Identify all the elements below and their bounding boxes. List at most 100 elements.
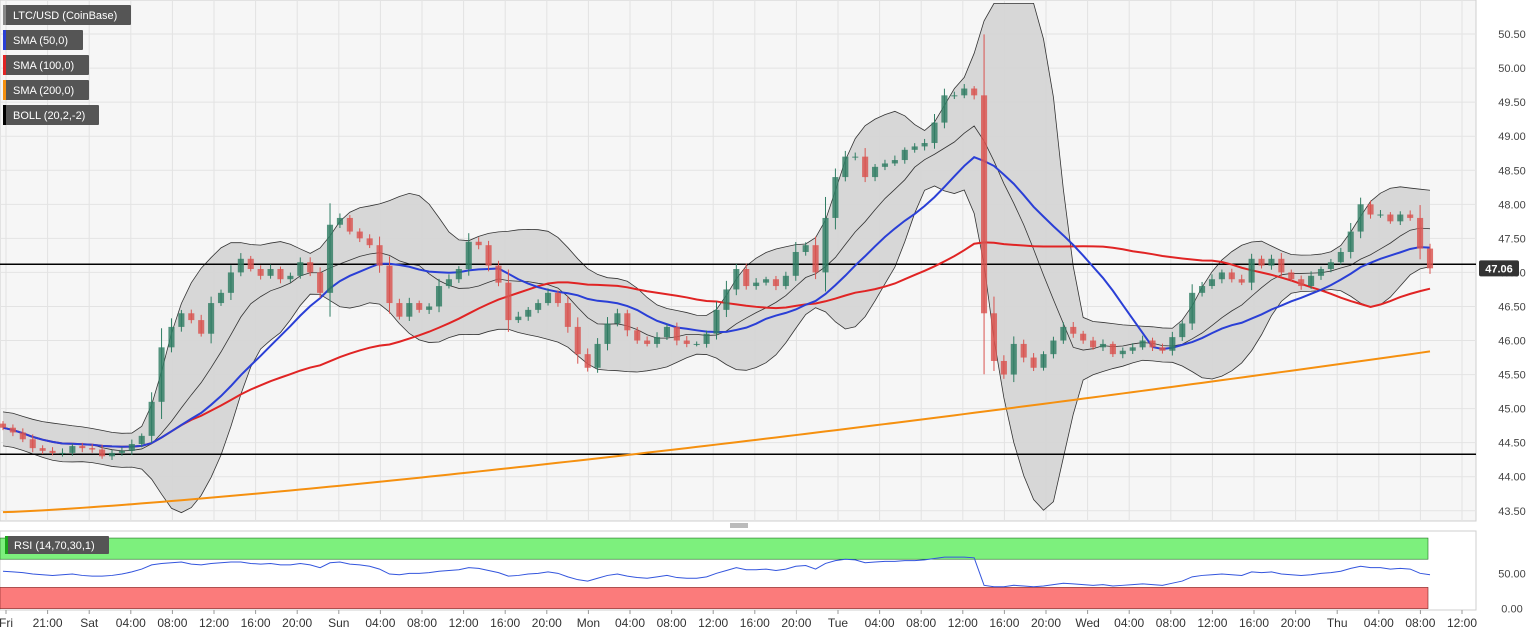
candle-body — [614, 313, 621, 324]
candle-body — [168, 326, 175, 348]
candle-body — [426, 306, 433, 310]
candle-body — [535, 303, 542, 310]
candle-body — [961, 88, 968, 96]
candle-body — [158, 347, 165, 402]
candle-body — [653, 337, 661, 344]
candle-body — [108, 452, 116, 457]
candle-body — [634, 330, 641, 341]
time-axis-tick-label: 16:00 — [490, 616, 520, 630]
candle-body — [1060, 326, 1067, 341]
legend-item[interactable]: SMA (200,0) — [3, 80, 89, 100]
time-axis-tick-label: 04:00 — [1364, 616, 1394, 630]
candle-body — [1169, 337, 1176, 351]
candle-body — [297, 262, 304, 276]
candle-body — [901, 149, 908, 161]
candle-body — [971, 88, 978, 96]
candle-body — [326, 224, 334, 293]
candle-body — [257, 269, 264, 276]
candle-body — [852, 156, 859, 158]
candle-body — [891, 160, 898, 164]
legend-label: SMA (100,0) — [13, 60, 74, 72]
time-axis-tick-label: 21:00 — [33, 616, 63, 630]
time-axis-tick-label: 16:00 — [989, 616, 1019, 630]
price-axis-tick-label: 50.50 — [1498, 29, 1526, 41]
price-axis-tick-label: 43.50 — [1498, 506, 1526, 518]
candle-body — [792, 251, 799, 276]
candle-body — [584, 354, 591, 368]
candle-body — [346, 217, 353, 232]
time-axis-tick-label: 20:00 — [282, 616, 312, 630]
candle-body — [198, 320, 205, 334]
candle-body — [1367, 204, 1374, 215]
legend-chip[interactable] — [3, 105, 99, 125]
candle-body — [683, 340, 690, 344]
legend-chip[interactable] — [3, 5, 131, 25]
candle-body — [822, 217, 829, 273]
candle-body — [435, 286, 443, 307]
candle-body — [1218, 272, 1225, 280]
time-axis-tick-label: Sat — [80, 616, 99, 630]
candle-body — [951, 95, 958, 97]
candle-body — [842, 156, 849, 178]
candle-body — [762, 279, 770, 283]
candle-body — [1308, 275, 1315, 287]
legend-item[interactable]: SMA (100,0) — [3, 55, 89, 75]
candle-body — [911, 146, 918, 150]
rsi-legend-chip[interactable] — [5, 536, 109, 554]
candle-body — [1268, 258, 1275, 266]
legend-item[interactable]: LTC/USD (CoinBase) — [3, 5, 131, 25]
time-axis-tick-label: 20:00 — [1031, 616, 1061, 630]
time-axis-tick-label: 08:00 — [906, 616, 936, 630]
rsi-oversold-band — [0, 587, 1429, 609]
candle-body — [1119, 350, 1126, 355]
time-axis-tick-label: Thu — [1327, 616, 1348, 630]
candle-body — [128, 444, 135, 451]
current-price-label: 47.06 — [1485, 263, 1513, 275]
candle-body — [1317, 269, 1325, 276]
pane-divider-handle[interactable] — [730, 523, 748, 528]
candle-body — [782, 275, 789, 287]
time-axis-tick-label: 04:00 — [1114, 616, 1144, 630]
time-axis-tick-label: 08:00 — [157, 616, 187, 630]
legend-item[interactable]: SMA (50,0) — [3, 30, 83, 50]
candle-body — [208, 303, 215, 334]
candle-body — [307, 262, 314, 273]
legend-chip[interactable] — [3, 80, 89, 100]
price-axis-tick-label: 45.50 — [1498, 370, 1526, 382]
candle-body — [881, 163, 889, 167]
time-axis-tick-label: 16:00 — [740, 616, 770, 630]
candle-body — [445, 279, 452, 287]
rsi-line — [2, 556, 1431, 588]
candle-body — [733, 269, 740, 290]
candle-body — [178, 313, 185, 327]
candle-body — [416, 303, 423, 310]
rsi-legend[interactable]: RSI (14,70,30,1) — [5, 536, 109, 554]
candle-body — [1397, 214, 1404, 222]
legend-chip[interactable] — [3, 30, 83, 50]
candle-body — [59, 452, 66, 454]
time-axis-tick-label: Mon — [577, 616, 600, 630]
candle-body — [1407, 214, 1414, 218]
candle-body — [604, 323, 611, 344]
candle-body — [832, 177, 839, 218]
candle-body — [753, 282, 760, 287]
legend-item[interactable]: BOLL (20,2,-2) — [3, 105, 99, 125]
candle-body — [247, 258, 254, 270]
candle-body — [1426, 248, 1434, 269]
candle-body — [525, 309, 532, 317]
legend-swatch — [3, 80, 6, 100]
candle-body — [1040, 354, 1047, 368]
time-axis-tick-label: 12:00 — [1447, 616, 1477, 630]
candle-body — [1298, 279, 1305, 287]
candle-body — [29, 439, 36, 449]
time-axis-tick-label: Wed — [1075, 616, 1099, 630]
time-axis-tick-label: Fri — [0, 616, 13, 630]
time-axis-tick-label: 08:00 — [1156, 616, 1186, 630]
candle-body — [1129, 347, 1136, 351]
legend-chip[interactable] — [3, 55, 89, 75]
sma-100-line — [2, 241, 1431, 448]
candle-body — [1417, 217, 1424, 249]
time-axis-tick-label: 04:00 — [865, 616, 895, 630]
legend-label: BOLL (20,2,-2) — [13, 110, 85, 122]
legend-swatch — [3, 5, 6, 25]
